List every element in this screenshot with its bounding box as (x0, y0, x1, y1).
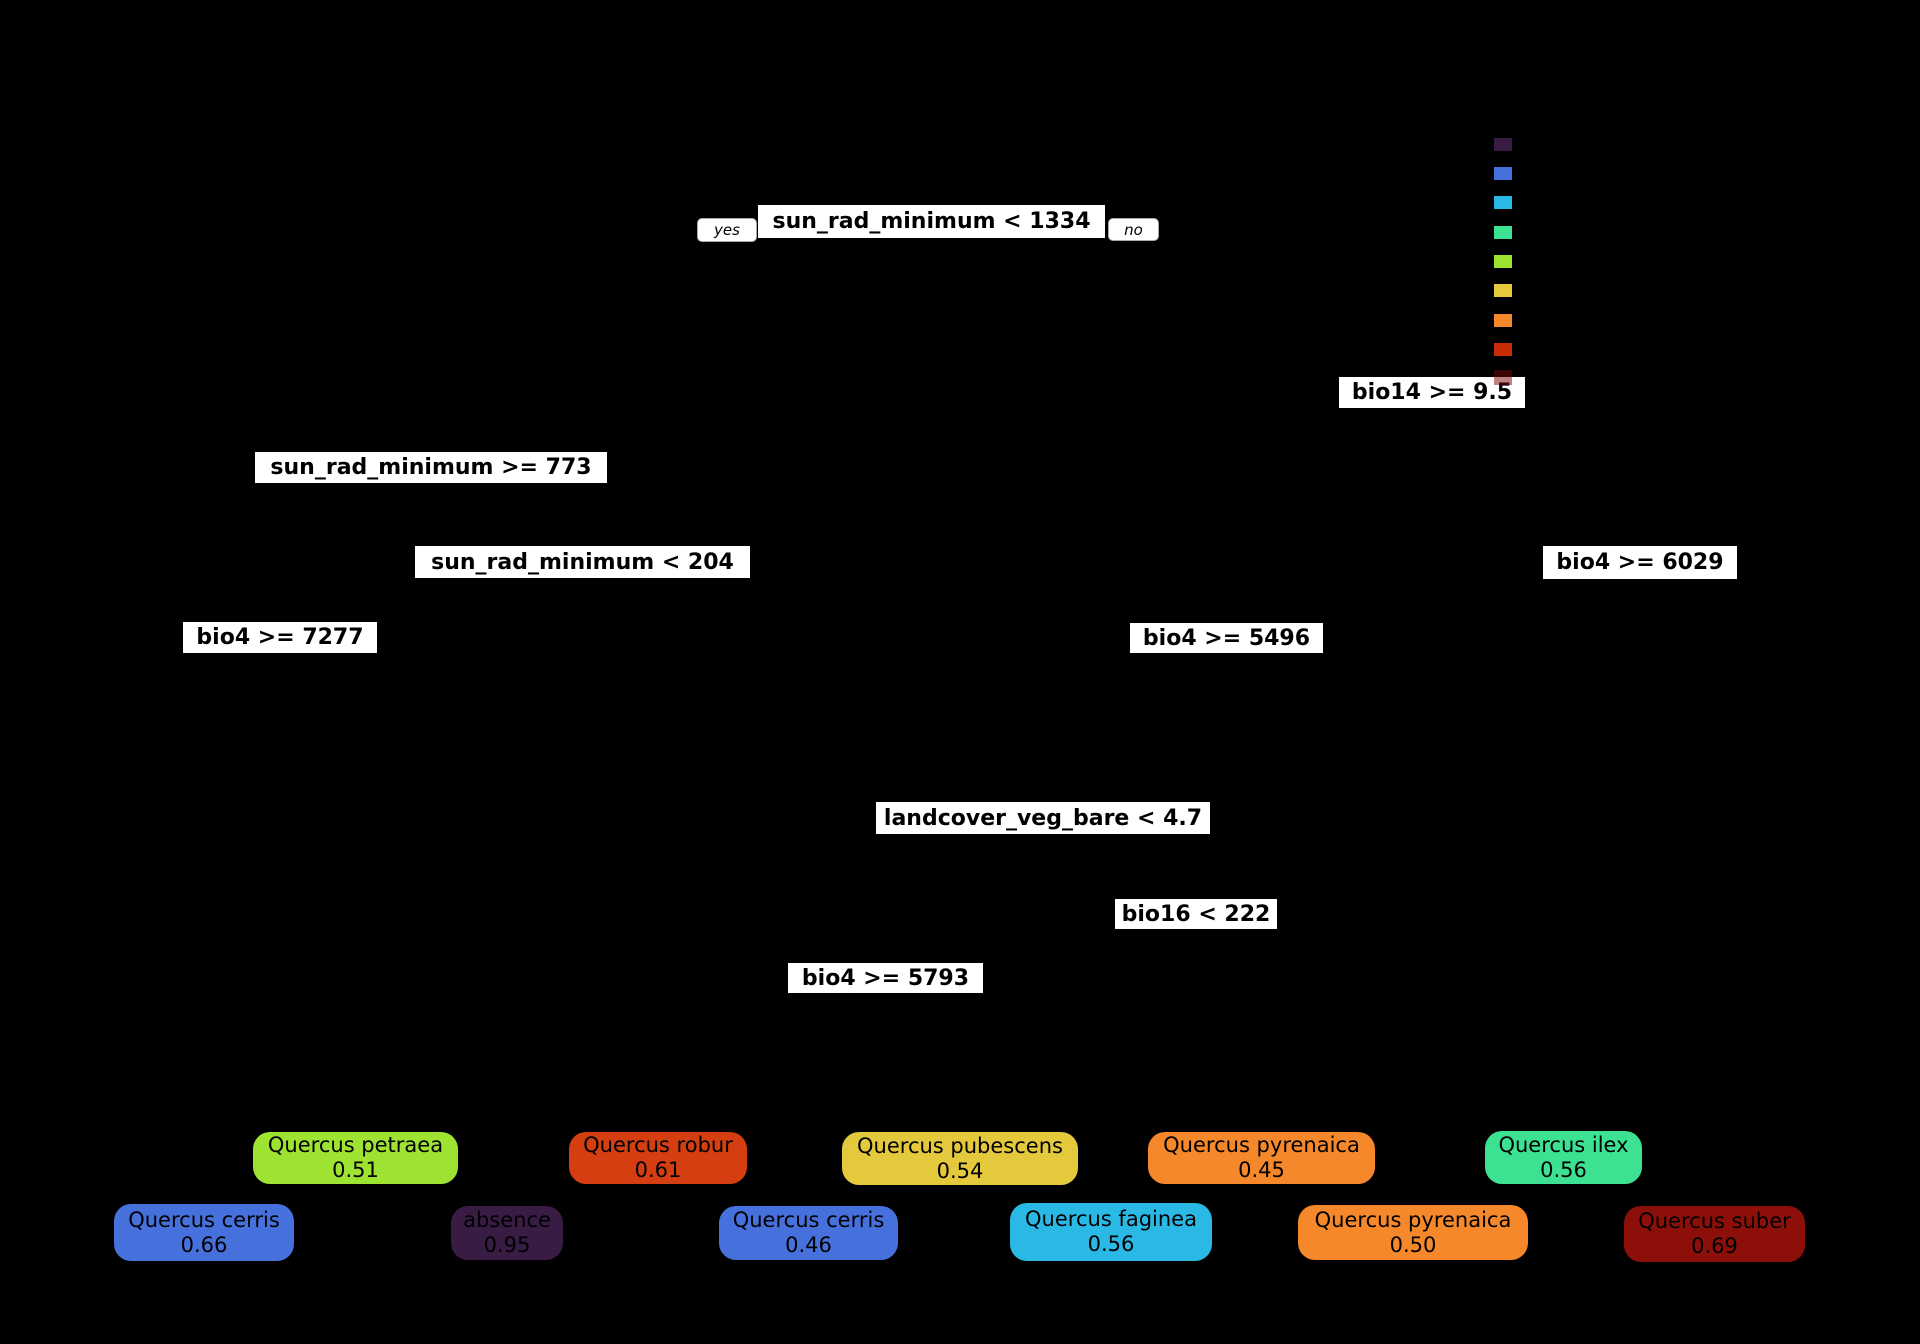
leaf-quercus-cerris-66: Quercus cerris 0.66 (114, 1204, 294, 1261)
leaf-probability-value: 0.61 (634, 1158, 682, 1182)
leaf-species-label: Quercus pubescens (857, 1133, 1063, 1158)
leaf-species-label: Quercus cerris (128, 1207, 280, 1232)
legend-swatch-quercus-pyrenaica (1494, 314, 1512, 327)
leaf-quercus-suber: Quercus suber 0.69 (1624, 1206, 1805, 1262)
leaf-probability-value: 0.46 (785, 1233, 832, 1257)
leaf-quercus-cerris-46: Quercus cerris 0.46 (719, 1206, 898, 1260)
node-bio4-6029: bio4 >= 6029 (1543, 546, 1737, 579)
node-sun-rad-minimum-773: sun_rad_minimum >= 773 (255, 452, 607, 483)
leaf-quercus-pubescens: Quercus pubescens 0.54 (842, 1132, 1078, 1185)
legend-swatch-quercus-ilex (1494, 226, 1512, 239)
node-landcover-veg-bare-4-7: landcover_veg_bare < 4.7 (876, 802, 1210, 834)
node-bio4-7277: bio4 >= 7277 (183, 622, 377, 653)
edge-label-yes: yes (697, 218, 757, 242)
leaf-probability-value: 0.56 (1540, 1157, 1587, 1182)
legend-swatch-quercus-petraea (1494, 255, 1512, 268)
leaf-probability-value: 0.51 (332, 1158, 379, 1182)
leaf-species-label: Quercus cerris (732, 1208, 885, 1232)
leaf-quercus-petraea: Quercus petraea 0.51 (253, 1132, 458, 1184)
leaf-species-label: absence (463, 1208, 551, 1232)
legend-swatch-quercus-faginea (1494, 196, 1512, 209)
leaf-quercus-faginea: Quercus faginea 0.56 (1010, 1203, 1212, 1261)
leaf-absence: absence 0.95 (451, 1206, 563, 1260)
leaf-species-label: Quercus petraea (267, 1133, 444, 1157)
leaf-probability-value: 0.54 (936, 1158, 984, 1183)
node-sun-rad-minimum-204: sun_rad_minimum < 204 (415, 546, 750, 578)
node-bio4-5496: bio4 >= 5496 (1130, 623, 1323, 653)
leaf-species-label: Quercus pyrenaica (1163, 1133, 1360, 1157)
leaf-probability-value: 0.45 (1238, 1158, 1285, 1182)
legend-swatch-quercus-pubescens (1494, 284, 1512, 297)
leaf-species-label: Quercus faginea (1025, 1207, 1197, 1231)
leaf-quercus-ilex: Quercus ilex 0.56 (1485, 1131, 1642, 1184)
leaf-species-label: Quercus suber (1638, 1209, 1791, 1233)
edge-label-no: no (1108, 218, 1159, 241)
legend-swatch-quercus-robur (1494, 343, 1512, 356)
leaf-probability-value: 0.50 (1389, 1232, 1437, 1257)
legend-swatch-quercus-cerris (1494, 167, 1512, 180)
node-bio16-222: bio16 < 222 (1115, 899, 1277, 929)
leaf-species-label: Quercus robur (583, 1133, 733, 1157)
leaf-species-label: Quercus pyrenaica (1314, 1207, 1512, 1232)
leaf-species-label: Quercus ilex (1498, 1132, 1629, 1157)
node-sun-rad-minimum-1334: sun_rad_minimum < 1334 (758, 205, 1105, 238)
leaf-probability-value: 0.95 (483, 1233, 531, 1257)
leaf-probability-value: 0.69 (1691, 1234, 1738, 1258)
legend-swatch-quercus-suber (1494, 370, 1512, 385)
node-bio4-5793: bio4 >= 5793 (788, 963, 983, 993)
leaf-quercus-pyrenaica-50: Quercus pyrenaica 0.50 (1298, 1205, 1528, 1260)
leaf-quercus-pyrenaica-45: Quercus pyrenaica 0.45 (1148, 1132, 1375, 1184)
leaf-probability-value: 0.66 (180, 1232, 228, 1257)
legend-swatch-absence (1494, 138, 1512, 151)
leaf-probability-value: 0.56 (1087, 1232, 1135, 1256)
leaf-quercus-robur: Quercus robur 0.61 (569, 1132, 747, 1184)
